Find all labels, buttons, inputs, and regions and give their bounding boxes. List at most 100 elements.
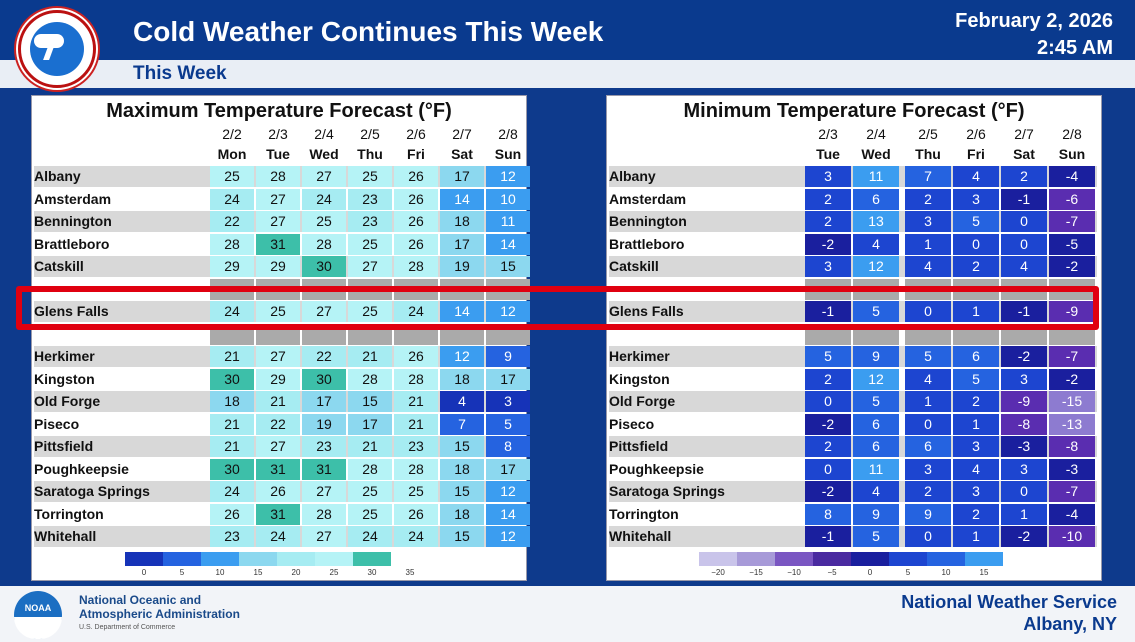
min-temp-cell: -3 (1001, 436, 1047, 457)
min-temp-cell: -2 (1001, 346, 1047, 367)
min-temp-cell: 6 (853, 436, 899, 457)
max-col-header: 2/8 Sun (486, 124, 530, 164)
min-col-header: 2/3 Tue (805, 124, 851, 164)
max-day: Wed (309, 146, 339, 162)
max-temp-cell: 23 (394, 436, 438, 457)
max-table-row: Kingston 30 29 30 28 28 18 17 (34, 368, 530, 390)
max-city-name: Amsterdam (34, 190, 112, 207)
min-city-name: Whitehall (609, 528, 672, 544)
max-date: 2/3 (268, 126, 288, 142)
max-temp-cell: 5 (486, 413, 530, 435)
min-temp-cell: 9 (905, 503, 951, 525)
min-temp-cell: -2 (805, 481, 851, 502)
min-temp-cell: 4 (953, 166, 999, 187)
min-temp-cell: -2 (805, 233, 851, 255)
min-temp-cell: 2 (805, 188, 851, 210)
min-temp-cell: 0 (805, 391, 851, 412)
max-temp-cell: 21 (256, 391, 300, 412)
min-table-row: Kingston 2 12 4 5 3 -2 (609, 368, 1097, 390)
max-city-name: Bennington (34, 213, 112, 229)
max-temp-cell: 17 (486, 458, 530, 480)
min-temp-cell: 2 (953, 503, 999, 525)
max-temp-cell: 17 (486, 368, 530, 390)
max-temp-cell: 28 (394, 458, 438, 480)
max-legend-tick: 15 (253, 568, 263, 577)
min-city-name: Catskill (609, 258, 659, 274)
min-temp-cell: 2 (805, 436, 851, 457)
min-temp-cell: 12 (853, 256, 899, 277)
timestamp: February 2, 2026 2:45 AM (955, 8, 1113, 62)
glens-falls-highlight (16, 286, 1099, 330)
min-table-row: Old Forge 0 5 1 2 -9 -15 (609, 391, 1097, 412)
date-text: February 2, 2026 (955, 10, 1113, 32)
page-title: Cold Weather Continues This Week (133, 16, 604, 47)
max-temp-cell: 19 (440, 256, 484, 277)
min-temp-cell: 0 (905, 301, 951, 322)
min-temp-cell: 1 (1001, 503, 1047, 525)
min-temp-cell: -2 (1049, 256, 1095, 277)
max-temp-cell: 28 (256, 166, 300, 187)
min-temp-cell: 4 (953, 458, 999, 480)
max-table-row: Old Forge 18 21 17 15 21 4 3 (34, 391, 530, 412)
min-temp-cell: 5 (953, 211, 999, 232)
min-temp-cell: 0 (953, 233, 999, 255)
min-table-row: Amsterdam 2 6 2 3 -1 -6 (609, 188, 1097, 210)
min-date: 2/8 (1062, 126, 1082, 142)
max-date: 2/2 (222, 126, 242, 142)
min-table-row: Catskill 3 12 4 2 4 -2 (609, 256, 1097, 277)
max-date: 2/8 (498, 126, 518, 142)
max-temp-cell: 26 (394, 233, 438, 255)
max-temp-cell: 25 (210, 166, 254, 187)
max-table-row: Amsterdam 24 27 24 23 26 14 10 (34, 188, 530, 210)
min-temp-cell: 4 (905, 368, 951, 390)
max-temp-cell: 22 (210, 211, 254, 232)
max-temp-cell: 23 (302, 436, 346, 457)
min-legend-swatch (965, 552, 1003, 566)
max-temp-cell: 21 (210, 436, 254, 457)
min-temp-cell: 8 (805, 503, 851, 525)
footer-bar (0, 586, 1135, 642)
min-temp-cell: -1 (805, 526, 851, 547)
min-temp-cell: 12 (853, 368, 899, 390)
min-table-row: Bennington 2 13 3 5 0 -7 (609, 211, 1097, 232)
noaa-logo-icon: NOAA (14, 591, 62, 639)
max-temp-cell: 24 (348, 526, 392, 547)
max-temp-cell: 28 (210, 233, 254, 255)
min-city-name: Poughkeepsie (609, 460, 704, 477)
max-temp-cell: 27 (256, 436, 300, 457)
min-col-header: 2/6 Fri (953, 124, 999, 164)
max-legend-swatch (125, 552, 163, 566)
max-temp-cell: 25 (348, 166, 392, 187)
min-temp-cell: 3 (1001, 458, 1047, 480)
max-temp-cell: 28 (394, 368, 438, 390)
min-temp-cell: 4 (853, 481, 899, 502)
min-legend-swatch (737, 552, 775, 566)
max-temp-cell: 23 (210, 526, 254, 547)
max-legend-swatch (353, 552, 391, 566)
nws-office: National Weather Service Albany, NY (901, 592, 1117, 634)
max-temp-cell: 17 (348, 413, 392, 435)
min-legend-tick: 10 (941, 568, 951, 577)
max-temp-cell: 14 (486, 503, 530, 525)
max-date: 2/6 (406, 126, 426, 142)
min-date: 2/3 (818, 126, 838, 142)
max-temp-cell: 27 (348, 256, 392, 277)
min-city-name: Albany (609, 168, 656, 184)
min-city-name: Bennington (609, 213, 687, 229)
max-legend-tick: 5 (179, 568, 185, 577)
min-table-row: Piseco -2 6 0 1 -8 -13 (609, 413, 1097, 435)
max-table-row: Saratoga Springs 24 26 27 25 25 15 12 (34, 481, 530, 502)
min-temp-cell: 5 (805, 346, 851, 367)
max-temp-cell: 28 (394, 256, 438, 277)
min-temp-cell: -7 (1049, 211, 1095, 232)
min-table-row: Saratoga Springs -2 4 2 3 0 -7 (609, 481, 1097, 502)
max-city-name: Herkimer (34, 348, 95, 364)
max-temp-cell: 24 (302, 188, 346, 210)
max-table-row: Piseco 21 22 19 17 21 7 5 (34, 413, 530, 435)
min-temp-cell: 11 (853, 458, 899, 480)
noaa-dept: U.S. Department of Commerce (79, 624, 176, 631)
max-temp-cell: 14 (440, 188, 484, 210)
max-temp-cell: 27 (302, 526, 346, 547)
max-temp-cell: 17 (440, 233, 484, 255)
min-temp-cell: -1 (1001, 188, 1047, 210)
